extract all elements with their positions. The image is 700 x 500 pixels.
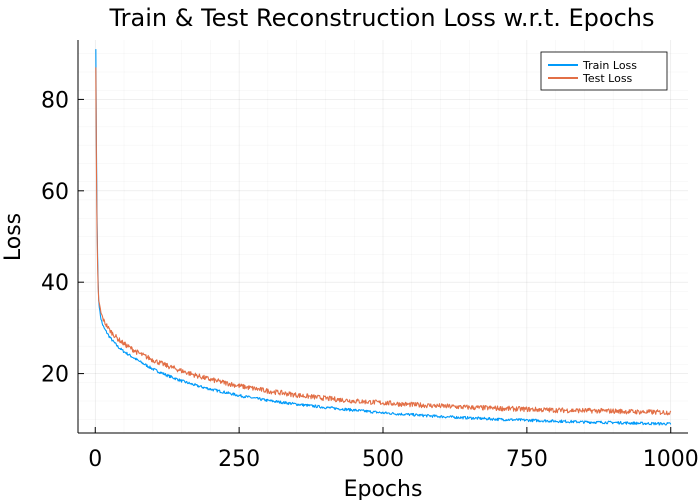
tick-labels: 0 250 500 750 1000 20 40 60 80 xyxy=(41,88,699,472)
y-tick-label: 60 xyxy=(41,180,69,205)
series-layer xyxy=(95,49,672,426)
legend-label-train-loss: Train Loss xyxy=(582,59,637,72)
series-line-test-loss xyxy=(95,67,672,416)
x-tick-label: 250 xyxy=(218,447,260,472)
y-tick-label: 40 xyxy=(41,271,69,296)
x-tick-label: 750 xyxy=(506,447,548,472)
y-tick-label: 80 xyxy=(41,88,69,113)
x-axis-title: Epochs xyxy=(344,477,423,500)
x-tick-label: 0 xyxy=(88,447,102,472)
axes xyxy=(77,40,688,434)
series-line-train-loss xyxy=(95,49,672,426)
legend-label-test-loss: Test Loss xyxy=(582,72,633,85)
grid xyxy=(78,40,688,433)
x-tick-label: 500 xyxy=(362,447,404,472)
x-tick-label: 1000 xyxy=(643,447,699,472)
y-tick-label: 20 xyxy=(41,363,69,388)
y-axis-title: Loss xyxy=(1,213,26,261)
chart-title: Train & Test Reconstruction Loss w.r.t. … xyxy=(109,4,655,32)
legend-box xyxy=(540,51,668,91)
